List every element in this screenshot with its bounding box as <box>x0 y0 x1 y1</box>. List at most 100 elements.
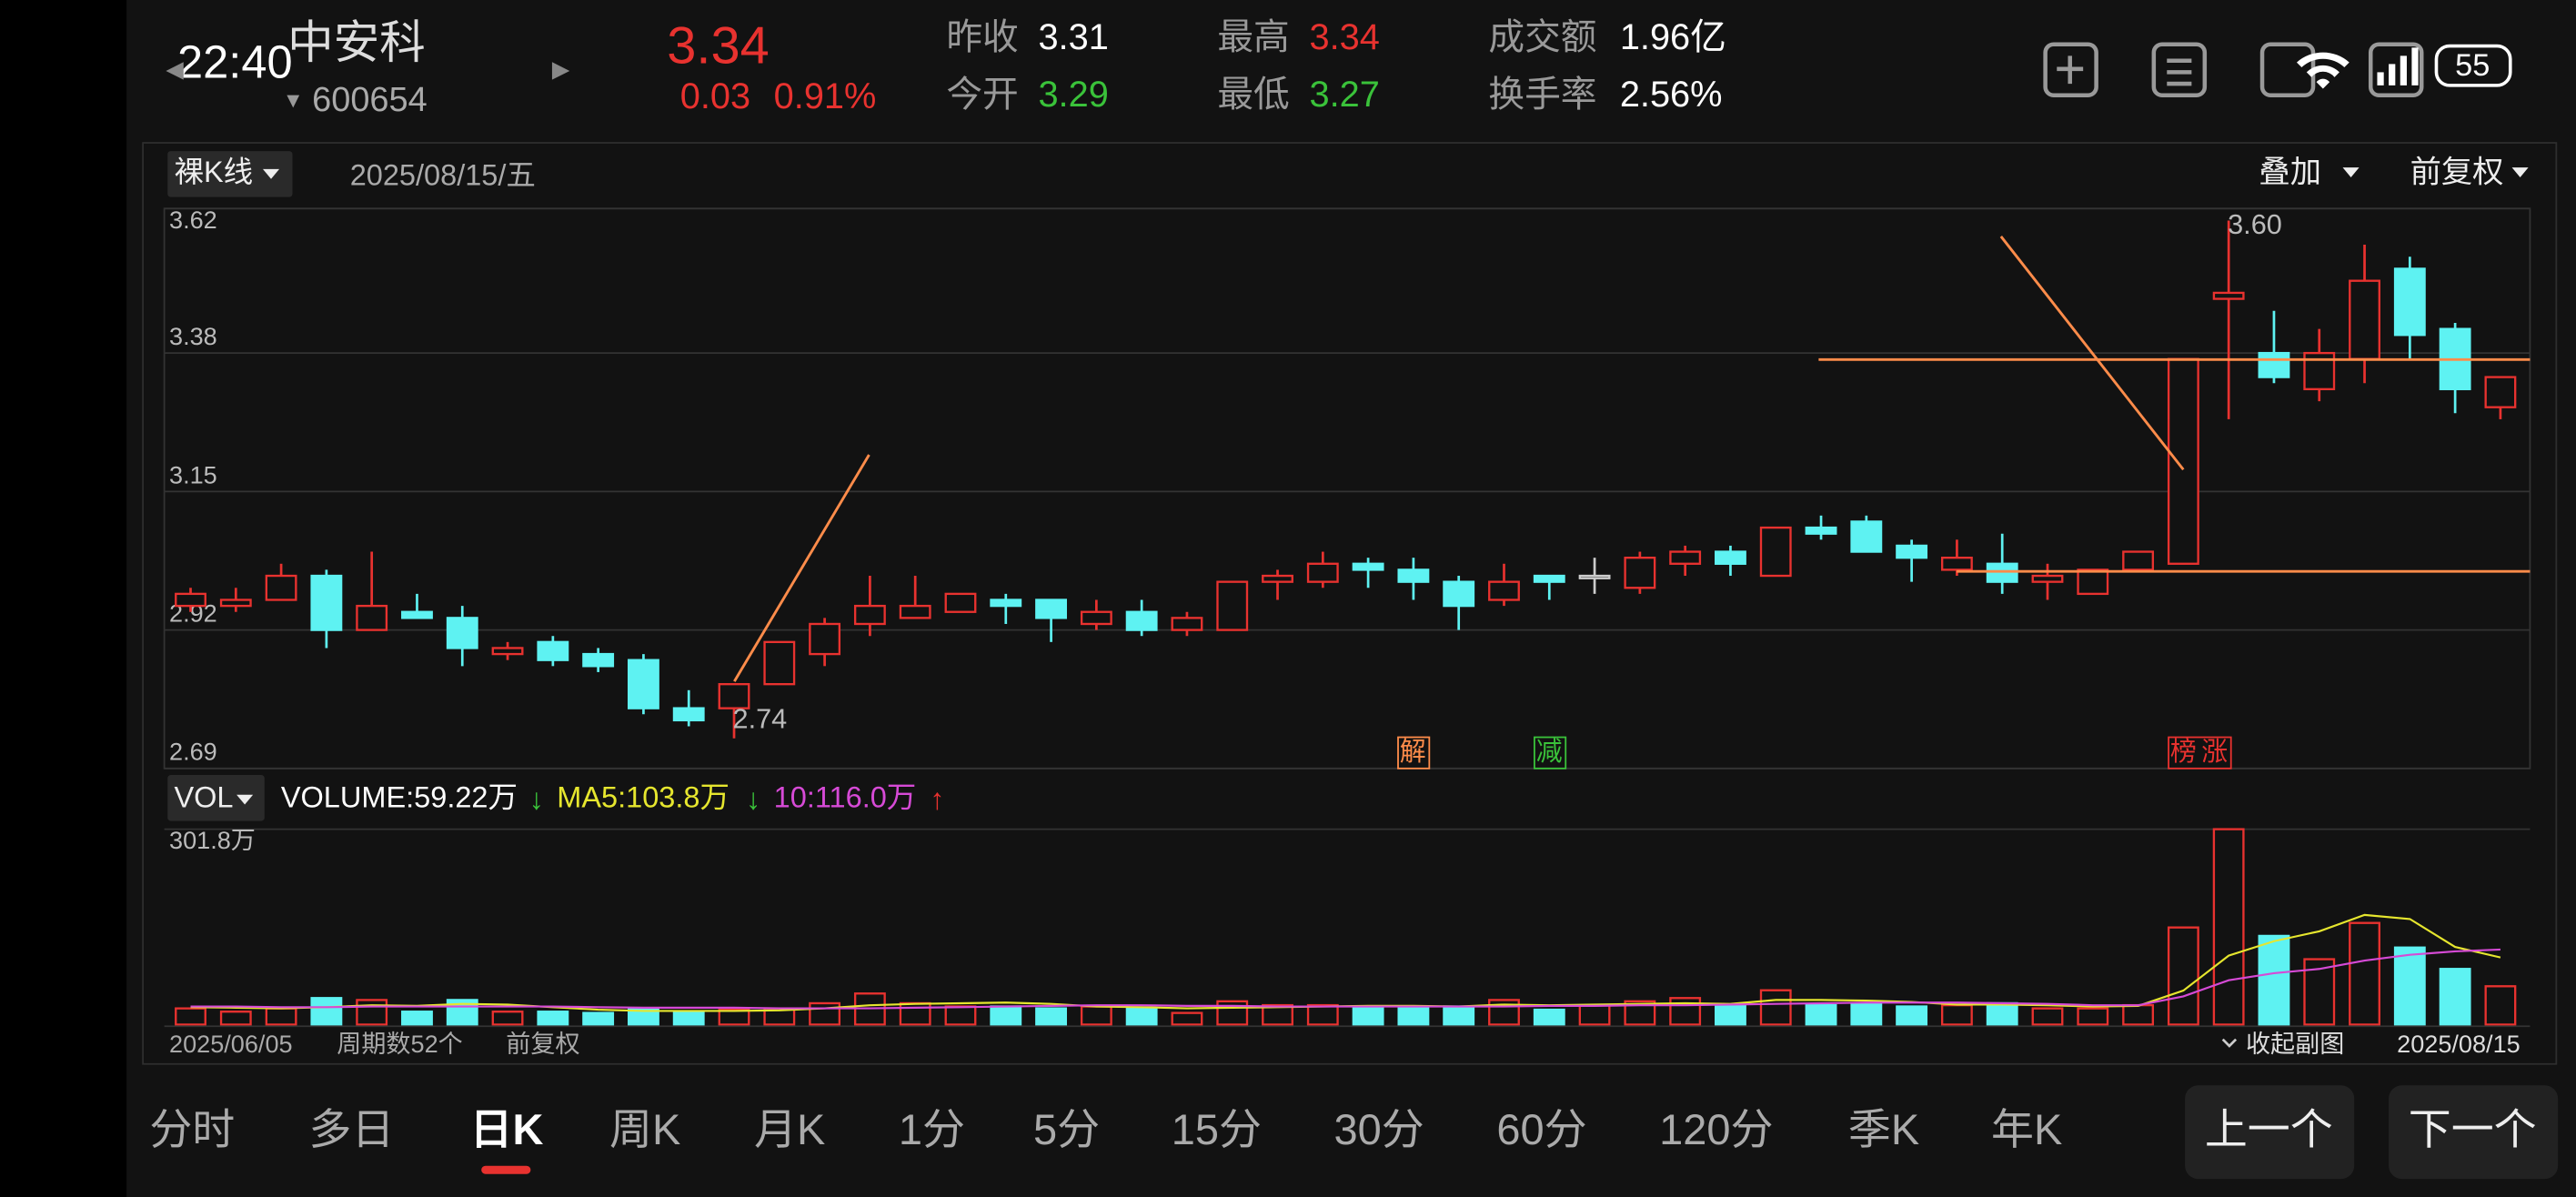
adjust-button[interactable]: 前复权 <box>2410 155 2504 189</box>
candle-body <box>1850 520 1883 553</box>
volume-bar <box>809 1001 841 1026</box>
status-time: 22:40 <box>177 36 293 88</box>
stat-label: 成交额 <box>1488 17 1596 57</box>
volume-bar <box>2031 1007 2064 1026</box>
tab[interactable]: 季K <box>1848 1106 1919 1153</box>
volume-bar <box>990 1005 1022 1026</box>
high-annotation: 3.60 <box>2228 208 2282 240</box>
candle-body <box>809 622 841 656</box>
indicator-label: VOL <box>174 781 233 814</box>
candle-body <box>446 617 478 649</box>
volume-bar <box>2212 828 2245 1026</box>
candle-body <box>1443 580 1475 608</box>
next-button[interactable] <box>2389 1085 2559 1180</box>
tab[interactable]: 年K <box>1991 1106 2062 1153</box>
price: 3.34 <box>667 16 769 75</box>
collapse-chevron <box>2221 1038 2238 1048</box>
tab[interactable]: 多日 <box>309 1106 395 1153</box>
tab-bar: 分时 多日 日K 周K 月K 1分 5分 15分 30分 60分 120分 季K 年K <box>149 1106 2062 1153</box>
more-icon[interactable] <box>2368 42 2424 97</box>
event-label: 解 <box>1400 738 1426 767</box>
candle-body <box>2031 574 2064 583</box>
low-annotation: 2.74 <box>733 703 788 735</box>
candle-body <box>491 647 524 656</box>
volume-bar <box>1896 1005 1928 1026</box>
volume-bar <box>175 1007 206 1026</box>
tab[interactable]: 15分 <box>1172 1106 1262 1153</box>
signal-bar <box>2400 55 2407 86</box>
left-strip <box>0 0 127 1197</box>
tab[interactable]: 分时 <box>149 1106 235 1153</box>
overlay-button[interactable]: 叠加 <box>2259 155 2321 189</box>
prev-button[interactable] <box>2185 1085 2355 1180</box>
trend-arrow: ↓ <box>746 783 760 816</box>
tab[interactable]: 30分 <box>1334 1106 1424 1153</box>
signal-bar <box>2411 47 2419 86</box>
tab[interactable]: 周K <box>609 1106 680 1153</box>
tab[interactable]: 月K <box>754 1106 825 1153</box>
tab[interactable]: 日K <box>470 1106 544 1153</box>
volume-bar <box>1035 1007 1067 1026</box>
volume-bar <box>718 1008 750 1026</box>
wifi-icon <box>2296 52 2350 89</box>
volume-bar <box>1443 1005 1475 1026</box>
candle-body <box>401 610 433 619</box>
prev-arrow[interactable]: ◀ <box>166 56 184 82</box>
candle-body <box>1080 610 1112 626</box>
candle-body <box>356 604 388 631</box>
volume-legend: VOLUME:59.22万 <box>281 781 518 814</box>
draw-icon[interactable] <box>2151 42 2208 97</box>
trend-line <box>733 454 870 682</box>
tab[interactable]: 120分 <box>1659 1106 1773 1153</box>
volume-bar <box>1759 989 1792 1026</box>
volume-bar <box>1306 1003 1339 1026</box>
candle-body <box>1624 556 1656 589</box>
mode-button[interactable] <box>167 151 293 197</box>
next-arrow[interactable]: ▶ <box>552 56 570 82</box>
drawings <box>733 236 2531 682</box>
candle-body <box>1759 526 1792 578</box>
candle-body <box>2212 291 2245 300</box>
volume-bar <box>1715 1003 1746 1026</box>
code-caret[interactable]: ▼ <box>283 88 304 112</box>
battery-outline <box>2434 44 2512 87</box>
candle-body <box>310 574 343 631</box>
battery-level: 55 <box>2455 48 2490 83</box>
tab[interactable]: 1分 <box>899 1106 965 1153</box>
volume-bar <box>1125 1007 1158 1026</box>
candle-body <box>1488 580 1520 601</box>
y-tick-label: 3.38 <box>169 322 217 350</box>
event-marker[interactable] <box>1397 736 1431 770</box>
candle-body <box>672 707 705 722</box>
candle-body <box>537 640 569 661</box>
stat-label: 昨收 <box>946 17 1018 57</box>
stock-name: 中安科 <box>287 16 426 68</box>
trend-arrow: ↓ <box>529 783 544 816</box>
period-count: 周期数52个 <box>337 1030 462 1058</box>
event-marker[interactable] <box>2168 736 2232 770</box>
event-label: 涨 <box>2201 738 2228 767</box>
candle-body <box>1352 562 1384 571</box>
collapse-button[interactable]: 收起副图 <box>2246 1030 2344 1058</box>
y-tick-label: 2.69 <box>169 738 217 766</box>
start-date: 2025/06/05 <box>169 1030 293 1058</box>
volume-layer: 301.8万 <box>164 826 2531 1026</box>
candle-body <box>1669 550 1702 565</box>
volume-bar <box>1986 1001 2018 1026</box>
indicator-button[interactable] <box>167 775 265 821</box>
candle-body <box>763 640 796 686</box>
event-marker[interactable] <box>1534 736 1567 770</box>
volume-bar <box>2439 968 2471 1026</box>
candle-body <box>944 592 977 613</box>
candle-body <box>1940 556 1973 571</box>
chart-date: 2025/08/15/五 <box>350 159 536 192</box>
candle-body <box>2167 357 2199 565</box>
candle-body <box>2077 568 2109 596</box>
tab[interactable]: 60分 <box>1496 1106 1586 1153</box>
tab[interactable]: 5分 <box>1033 1106 1100 1153</box>
tab-indicator <box>481 1165 531 1174</box>
add-icon[interactable] <box>2043 42 2098 97</box>
